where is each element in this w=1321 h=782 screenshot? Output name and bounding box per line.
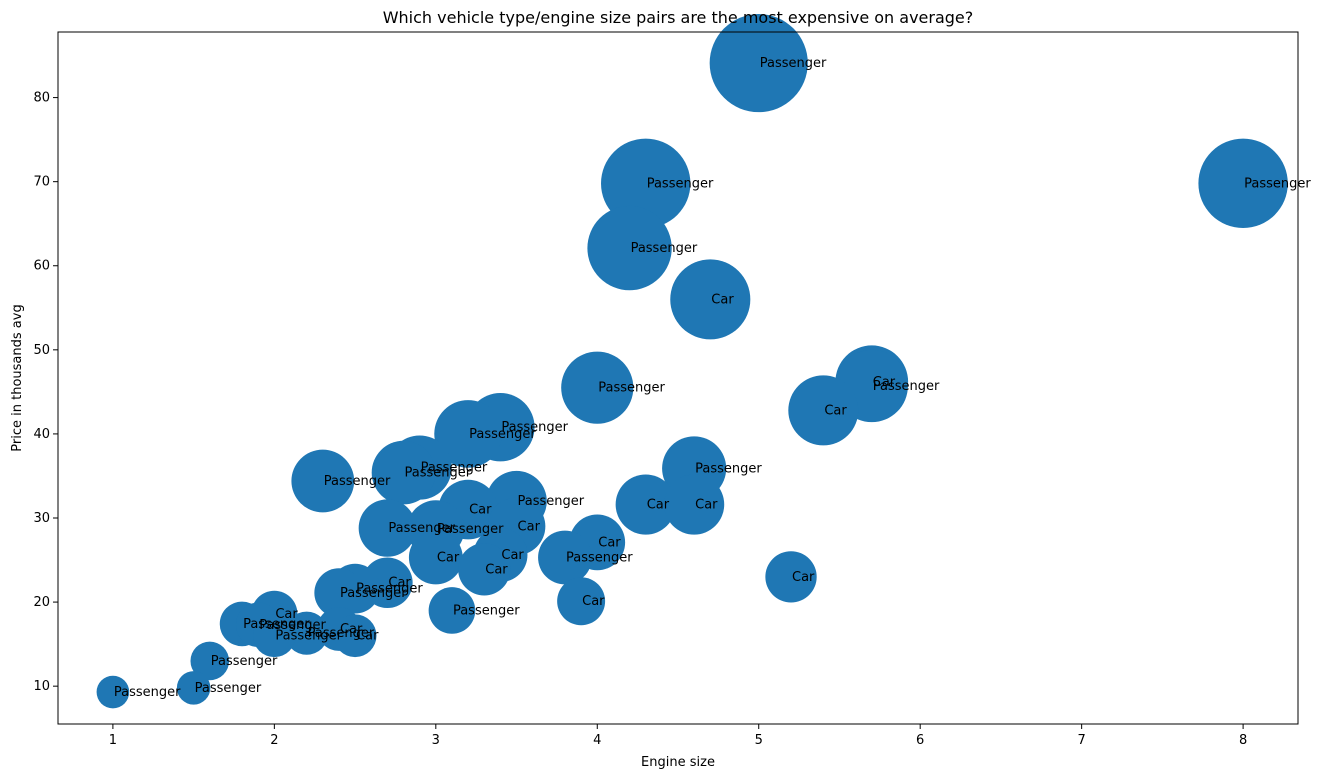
point-label-26: Car <box>485 562 508 577</box>
y-tick-label-4: 50 <box>33 343 50 358</box>
y-tick-label-2: 30 <box>33 511 50 526</box>
scatter-point-32 <box>428 587 476 634</box>
point-label-18: Car <box>469 503 492 518</box>
point-label-14: Passenger <box>324 474 391 489</box>
point-label-4: Car <box>711 292 734 307</box>
point-label-31: Car <box>582 594 605 609</box>
x-tick-label-1: 2 <box>270 733 278 748</box>
x-tick-label-6: 7 <box>1078 733 1086 748</box>
scatter-point-24 <box>408 530 463 585</box>
point-label-41: Passenger <box>195 681 262 696</box>
point-label-34: Passenger <box>243 617 310 632</box>
point-label-36: Car <box>340 622 363 637</box>
y-tick-label-0: 10 <box>33 679 50 694</box>
x-tick-label-5: 6 <box>916 733 924 748</box>
scatter-point-38 <box>252 614 296 658</box>
y-axis-label: Price in thousands avg <box>10 304 25 451</box>
marks-layer <box>96 14 1288 709</box>
plot-frame <box>57 31 1299 725</box>
point-label-17: Car <box>695 498 718 513</box>
point-label-21: Passenger <box>437 522 504 537</box>
scatter-point-2 <box>601 138 691 229</box>
point-label-11: Passenger <box>421 461 488 476</box>
point-label-28: Car <box>388 576 411 591</box>
point-label-13: Passenger <box>405 466 472 481</box>
point-label-19: Car <box>518 519 541 534</box>
scatter-point-8 <box>788 375 859 446</box>
x-tick-label-2: 3 <box>432 733 440 748</box>
y-tick-label-1: 20 <box>33 595 50 610</box>
scatter-point-31 <box>557 577 606 626</box>
scatter-point-16 <box>615 474 676 535</box>
scatter-point-17 <box>664 474 725 535</box>
point-label-6: Passenger <box>873 379 940 394</box>
point-label-3: Passenger <box>631 241 698 256</box>
point-label-0: Passenger <box>760 56 827 71</box>
point-label-37: Passenger <box>308 626 375 641</box>
scatter-point-27 <box>765 551 817 603</box>
point-label-20: Passenger <box>388 521 455 536</box>
scatter-point-20 <box>358 499 417 557</box>
point-label-40: Passenger <box>211 654 278 669</box>
scatter-point-7 <box>561 351 634 424</box>
point-label-5: Car <box>873 375 896 390</box>
point-label-33: Car <box>275 607 298 622</box>
point-label-32: Passenger <box>453 603 520 618</box>
point-label-9: Passenger <box>501 420 568 435</box>
point-label-24: Car <box>437 551 460 566</box>
y-axis-ticks: 10 20 30 40 50 60 70 80 <box>33 91 58 694</box>
point-label-42: Passenger <box>114 685 181 700</box>
point-label-23: Car <box>501 548 524 563</box>
point-label-25: Passenger <box>566 551 633 566</box>
scatter-point-25 <box>538 530 592 585</box>
point-label-15: Passenger <box>518 494 585 509</box>
scatter-point-42 <box>96 675 130 709</box>
point-label-22: Car <box>598 535 621 550</box>
scatter-point-1 <box>1198 138 1288 229</box>
x-tick-label-3: 4 <box>593 733 601 748</box>
point-label-16: Car <box>647 498 670 513</box>
scatter-point-10 <box>434 400 502 468</box>
x-tick-label-4: 5 <box>755 733 763 748</box>
point-label-10: Passenger <box>469 427 536 442</box>
point-label-35: Passenger <box>259 618 326 633</box>
point-label-38: Passenger <box>275 629 342 644</box>
x-tick-label-7: 8 <box>1239 733 1247 748</box>
scatter-point-41 <box>176 671 211 705</box>
y-tick-label-6: 70 <box>33 175 50 190</box>
scatter-point-4 <box>670 259 751 340</box>
point-label-39: Car <box>356 629 379 644</box>
chart-title: Which vehicle type/engine size pairs are… <box>383 8 974 27</box>
point-label-8: Car <box>824 403 847 418</box>
point-label-12: Passenger <box>695 461 762 476</box>
y-tick-label-7: 80 <box>33 91 50 106</box>
point-label-2: Passenger <box>647 176 714 191</box>
point-label-29: Passenger <box>356 582 423 597</box>
y-tick-label-3: 40 <box>33 427 50 442</box>
scatter-point-37 <box>285 611 329 655</box>
scatter-point-26 <box>458 543 511 596</box>
scatter-point-3 <box>587 205 672 291</box>
scatter-point-40 <box>190 641 230 681</box>
y-tick-label-5: 60 <box>33 259 50 274</box>
scatter-point-39 <box>333 614 377 658</box>
x-tick-label-0: 1 <box>109 733 117 748</box>
point-labels-layer: PassengerPassengerPassengerPassengerCarC… <box>114 56 1311 700</box>
x-axis-label: Engine size <box>641 755 715 770</box>
scatter-point-30 <box>314 568 364 618</box>
scatter-point-14 <box>291 449 355 513</box>
point-label-30: Passenger <box>340 586 407 601</box>
x-axis-ticks: 1 2 3 4 5 6 7 8 <box>109 724 1247 748</box>
scatter-point-13 <box>371 440 436 505</box>
scatter-point-0 <box>709 14 808 113</box>
point-label-7: Passenger <box>598 381 665 396</box>
point-label-1: Passenger <box>1244 176 1311 191</box>
point-label-27: Car <box>792 570 815 585</box>
